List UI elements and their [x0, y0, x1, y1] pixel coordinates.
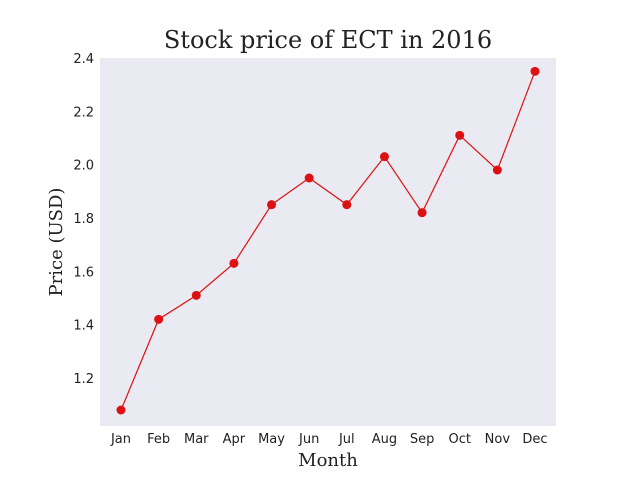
data-point — [229, 258, 239, 268]
y-axis-ticks: 1.2 1.4 1.6 1.8 2.0 2.2 2.4 — [73, 52, 94, 387]
data-point — [304, 173, 314, 183]
x-tick-label: Sep — [410, 432, 435, 447]
data-point — [191, 290, 201, 300]
y-tick-label: 1.4 — [73, 319, 94, 334]
x-tick-label: Mar — [184, 432, 209, 447]
data-point — [530, 66, 540, 76]
plot-area — [100, 58, 556, 426]
data-point — [379, 152, 389, 162]
y-tick-label: 2.2 — [73, 105, 94, 120]
y-tick-label: 2.0 — [73, 159, 94, 174]
data-point — [267, 200, 277, 210]
data-point — [342, 200, 352, 210]
chart-title: Stock price of ECT in 2016 — [164, 26, 492, 54]
x-tick-label: Nov — [485, 432, 511, 447]
series-layer — [116, 66, 540, 415]
y-tick-label: 2.4 — [73, 52, 94, 67]
series-line — [120, 71, 536, 411]
x-tick-label: Jul — [338, 432, 355, 447]
data-point — [455, 130, 465, 140]
x-tick-label: Jan — [110, 432, 131, 447]
x-tick-label: Dec — [522, 432, 547, 447]
data-point — [154, 314, 164, 324]
y-tick-label: 1.2 — [73, 372, 94, 387]
x-axis-ticks: Jan Feb Mar Apr May Jun Jul Aug Sep Oct Nov Dec — [110, 432, 548, 447]
y-axis-label: Price (USD) — [46, 188, 67, 297]
x-tick-label: Aug — [372, 432, 397, 447]
data-point — [492, 165, 502, 175]
x-tick-label: Jun — [298, 432, 319, 447]
data-point — [417, 208, 427, 218]
x-tick-label: Oct — [448, 432, 470, 447]
x-axis-label: Month — [298, 450, 358, 471]
x-tick-label: May — [258, 432, 285, 447]
y-tick-label: 1.6 — [73, 265, 94, 280]
x-tick-label: Feb — [147, 432, 170, 447]
x-tick-label: Apr — [223, 432, 246, 447]
y-tick-label: 1.8 — [73, 212, 94, 227]
data-point — [116, 405, 126, 415]
